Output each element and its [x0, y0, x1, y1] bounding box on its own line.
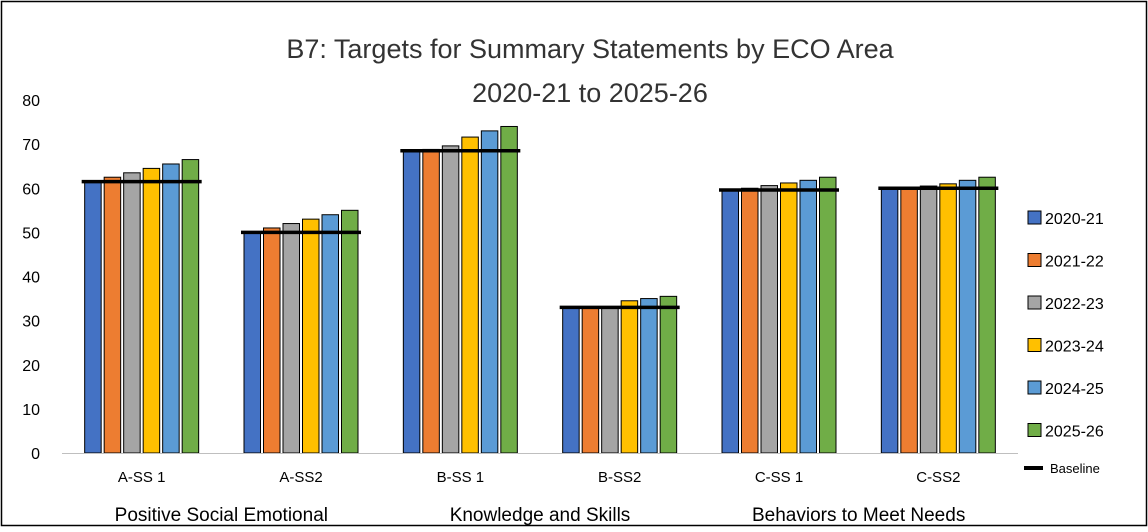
group-label-1: Knowledge and Skills — [450, 505, 631, 526]
bar-2020-21-C-SS-1 — [721, 189, 739, 454]
bar-2024-25-A-SS-1 — [162, 163, 180, 454]
bar-2020-21-A-SS2 — [243, 231, 261, 454]
bar-2023-24-C-SS-1 — [780, 182, 798, 454]
bar-2023-24-B-SS-1 — [461, 136, 479, 454]
y-tick-label-70: 70 — [22, 137, 40, 154]
bar-2022-23-C-SS-1 — [760, 185, 778, 454]
legend-label-2022-23: 2022-23 — [1045, 296, 1104, 313]
legend-label-2025-26: 2025-26 — [1045, 424, 1104, 441]
bar-2024-25-B-SS2 — [640, 298, 658, 454]
y-tick-label-30: 30 — [22, 314, 40, 331]
y-tick-label-0: 0 — [31, 446, 40, 463]
baseline-layer — [81, 148, 999, 310]
x-axis: A-SS 1 A-SS2 B-SS 1 B-SS2 C-SS 1 C-SS2 Positiv… — [62, 453, 1018, 526]
bar-2021-22-A-SS-1 — [103, 176, 122, 454]
bar-2024-25-A-SS2 — [321, 214, 339, 454]
bar-2021-22-C-SS-1 — [741, 187, 759, 454]
x-tick-label-A-SS2: A-SS2 — [279, 469, 322, 486]
y-tick-label-80: 80 — [22, 93, 40, 110]
bar-2025-26-C-SS2 — [978, 176, 996, 454]
bar-2021-22-B-SS-1 — [422, 148, 440, 454]
bar-2022-23-C-SS2 — [919, 185, 938, 454]
bar-2021-22-C-SS2 — [900, 186, 918, 454]
legend-swatch-2021-22 — [1027, 253, 1042, 267]
y-tick-label-50: 50 — [22, 225, 40, 242]
bar-2023-24-A-SS2 — [302, 218, 320, 454]
bar-2024-25-B-SS-1 — [480, 130, 499, 454]
bar-2025-26-A-SS2 — [341, 209, 359, 454]
bar-2020-21-B-SS2 — [562, 306, 580, 454]
bar-2021-22-B-SS2 — [581, 306, 600, 454]
y-axis: 0 10 20 30 40 50 60 70 80 — [22, 93, 40, 463]
bar-2025-26-B-SS2 — [659, 295, 678, 454]
chart-subtitle: 2020-21 to 2025-26 — [472, 78, 708, 108]
legend-label-2020-21: 2020-21 — [1045, 211, 1104, 228]
bar-2022-23-B-SS-1 — [441, 145, 460, 454]
legend-swatch-2023-24 — [1027, 338, 1042, 352]
legend-label-baseline: Baseline — [1050, 461, 1100, 476]
legend-label-2024-25: 2024-25 — [1045, 381, 1104, 398]
legend: 2020-21 2021-22 2022-23 2023-24 2024-25 2025-… — [1024, 210, 1104, 476]
group-label-0: Positive Social Emotional — [115, 505, 328, 526]
legend-swatch-2020-21 — [1027, 210, 1042, 225]
bar-2022-23-B-SS2 — [601, 306, 619, 454]
x-tick-label-C-SS-1: C-SS 1 — [755, 469, 803, 486]
x-tick-label-B-SS2: B-SS2 — [598, 469, 641, 486]
legend-swatch-2025-26 — [1027, 423, 1042, 437]
bar-2024-25-C-SS2 — [958, 179, 977, 454]
bar-2023-24-A-SS-1 — [142, 167, 161, 454]
bar-2022-23-A-SS-1 — [123, 172, 141, 454]
y-tick-label-60: 60 — [22, 181, 40, 198]
bars-layer — [84, 125, 996, 454]
bar-2021-22-A-SS2 — [263, 227, 281, 454]
legend-swatch-2022-23 — [1027, 295, 1042, 310]
x-tick-label-B-SS-1: B-SS 1 — [437, 469, 485, 486]
group-label-2: Behaviors to Meet Needs — [752, 505, 965, 526]
bar-2025-26-A-SS-1 — [181, 159, 200, 454]
legend-label-2021-22: 2021-22 — [1045, 254, 1104, 271]
bar-2023-24-B-SS2 — [620, 300, 639, 454]
y-tick-label-40: 40 — [22, 270, 40, 287]
bar-2025-26-C-SS-1 — [819, 176, 837, 454]
legend-label-2023-24: 2023-24 — [1045, 339, 1104, 356]
bar-2020-21-B-SS-1 — [402, 150, 421, 454]
chart-title: B7: Targets for Summary Statements by EC… — [286, 34, 894, 64]
bar-2023-24-C-SS2 — [939, 183, 957, 454]
bar-2020-21-A-SS-1 — [84, 181, 102, 454]
x-tick-label-C-SS2: C-SS2 — [916, 469, 960, 486]
y-tick-label-10: 10 — [22, 402, 40, 419]
bar-2022-23-A-SS2 — [282, 223, 300, 454]
legend-swatch-2024-25 — [1027, 380, 1042, 395]
bar-2025-26-B-SS-1 — [500, 125, 518, 454]
x-tick-label-A-SS-1: A-SS 1 — [118, 469, 166, 486]
bar-2020-21-C-SS2 — [880, 187, 899, 454]
y-tick-label-20: 20 — [22, 358, 40, 375]
bar-2024-25-C-SS-1 — [799, 179, 817, 454]
